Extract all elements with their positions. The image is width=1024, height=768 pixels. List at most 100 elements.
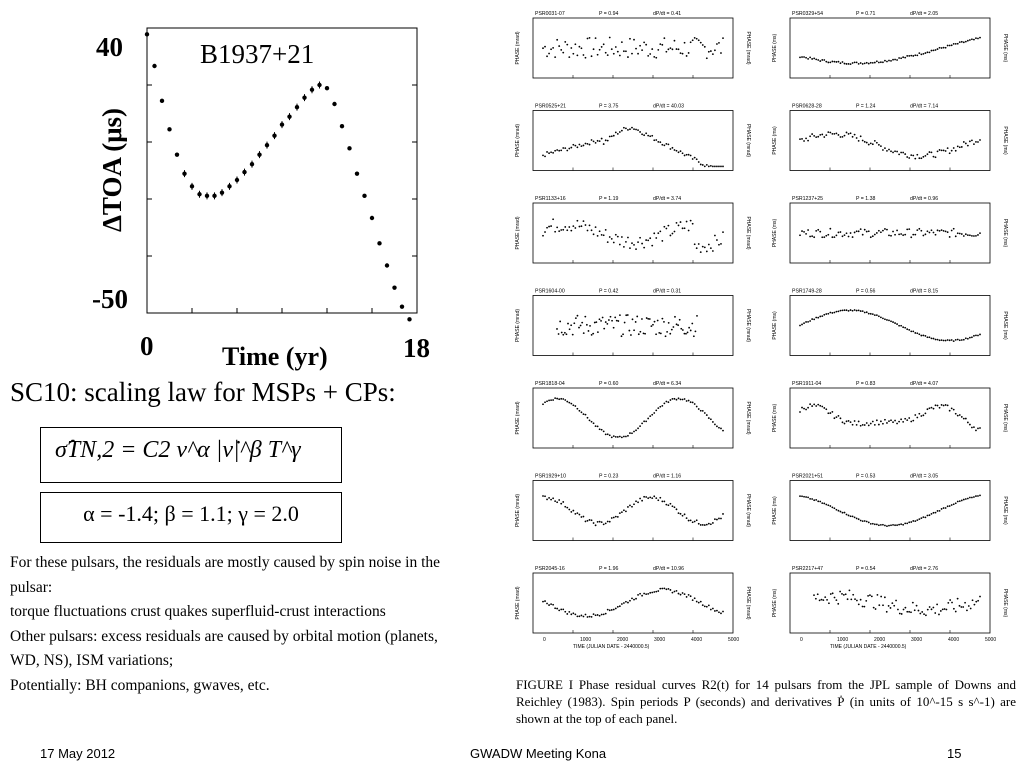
- panel-point: [594, 614, 597, 617]
- panel-y-label: PHASE (ms): [1002, 589, 1008, 618]
- data-point: [144, 32, 150, 37]
- panel-point: [687, 52, 690, 54]
- panel-point: [958, 232, 961, 235]
- panel-point: [956, 232, 959, 235]
- panel-point: [677, 324, 680, 327]
- panel-point: [639, 44, 641, 47]
- panel-point: [647, 417, 650, 420]
- panel-point: [584, 56, 587, 59]
- panel-point: [629, 37, 631, 40]
- panel-point: [960, 499, 963, 502]
- panel-point: [837, 602, 840, 605]
- panel-point: [964, 337, 967, 340]
- panel-point: [716, 239, 718, 241]
- panel-point: [612, 608, 615, 611]
- panel-point: [675, 221, 678, 224]
- panel-point: [912, 233, 915, 236]
- panel-frame: [532, 202, 734, 264]
- panel-point: [849, 132, 852, 135]
- panel-point: [703, 412, 706, 414]
- panel-point: [847, 133, 850, 135]
- data-point: [264, 142, 270, 148]
- body-line: WD, NS), ISM variations;: [10, 652, 174, 669]
- panel-point: [600, 428, 603, 431]
- panel-point: [544, 231, 546, 233]
- panel-point: [938, 613, 940, 616]
- panel-point: [574, 613, 577, 616]
- panel-point: [647, 134, 650, 137]
- panel-point: [590, 615, 593, 618]
- panel-point: [589, 324, 591, 327]
- panel-point: [722, 165, 724, 168]
- panel-point: [671, 146, 674, 149]
- panel-point: [870, 595, 873, 598]
- panel-point: [643, 246, 646, 249]
- panel-point: [685, 517, 688, 520]
- panel-x-tick-label: 4000: [948, 637, 959, 643]
- panel-point: [600, 319, 602, 322]
- panel-point: [844, 593, 847, 596]
- data-point: [407, 317, 412, 322]
- panel-frame: [532, 17, 734, 79]
- panel-point: [950, 407, 953, 410]
- panel-point: [958, 500, 961, 503]
- panel-point: [964, 142, 967, 145]
- panel-point: [653, 55, 656, 58]
- panel-point: [633, 598, 635, 601]
- panel-point: [659, 332, 662, 335]
- panel-point: [602, 523, 605, 526]
- panel-point: [650, 325, 653, 328]
- panel-point: [926, 408, 929, 411]
- panel-point: [977, 599, 980, 602]
- panel-point: [649, 53, 652, 55]
- x-tick-label-left: 0: [140, 331, 154, 361]
- residual-panel: PSR1237+25 P = 1.38 dP/dt = 0.96 PHASE (ms)…: [772, 196, 1008, 264]
- panel-point: [546, 55, 548, 58]
- panel-point: [610, 48, 613, 51]
- panel-point: [606, 520, 609, 523]
- panel-point: [851, 309, 854, 312]
- panel-point: [629, 432, 631, 434]
- panel-point: [977, 37, 979, 40]
- panel-point: [714, 165, 716, 168]
- panel-point: [966, 337, 969, 340]
- panel-point: [821, 236, 824, 239]
- panel-point: [667, 588, 670, 590]
- panel-point: [689, 219, 692, 222]
- panel-x-label: TIME (JULIAN DATE - 2440000.5): [830, 644, 907, 650]
- panel-point: [799, 324, 801, 327]
- panel-point: [827, 412, 830, 415]
- panel-point: [564, 399, 567, 401]
- panel-point: [964, 40, 967, 43]
- panel-point: [566, 149, 569, 152]
- panel-frame: [789, 202, 991, 264]
- panel-point: [657, 140, 660, 143]
- panel-point: [871, 522, 874, 525]
- panel-header: dP/dt = 3.05: [910, 474, 938, 480]
- panel-point: [566, 613, 569, 615]
- panel-point: [958, 41, 961, 44]
- panel-point: [574, 43, 577, 46]
- panel-point: [835, 61, 838, 63]
- panel-point: [922, 52, 925, 55]
- panel-point: [930, 406, 933, 409]
- panel-point: [939, 610, 942, 612]
- panel-point: [924, 412, 927, 415]
- panel-point: [634, 321, 637, 323]
- panel-point: [546, 226, 548, 229]
- panel-point: [643, 134, 646, 137]
- plot-ticks: [147, 84, 417, 313]
- panel-point: [645, 496, 648, 498]
- panel-point: [661, 317, 664, 320]
- panel-point: [703, 165, 706, 168]
- panel-point: [886, 422, 888, 424]
- panel-point: [914, 520, 917, 523]
- panel-point: [572, 143, 575, 146]
- panel-point: [671, 397, 674, 400]
- panel-point: [813, 318, 816, 321]
- panel-point: [620, 511, 623, 514]
- panel-point: [823, 59, 826, 61]
- panel-point: [637, 501, 639, 504]
- panel-point: [847, 63, 850, 65]
- panel-point: [882, 422, 884, 425]
